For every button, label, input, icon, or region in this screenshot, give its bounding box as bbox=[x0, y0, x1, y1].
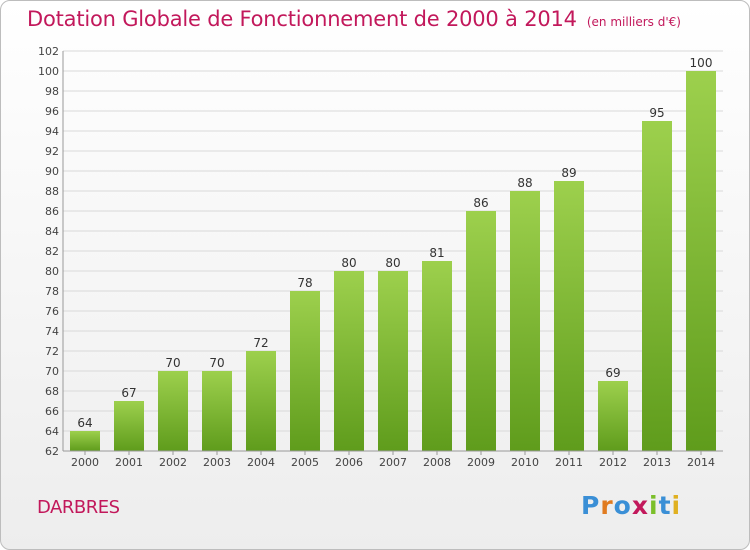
x-tick-label: 2005 bbox=[291, 456, 319, 469]
y-tick-label: 98 bbox=[45, 85, 59, 98]
bar-value-label: 95 bbox=[649, 106, 664, 120]
bar-value-label: 67 bbox=[121, 386, 136, 400]
x-tick-label: 2003 bbox=[203, 456, 231, 469]
y-tick-label: 74 bbox=[45, 325, 59, 338]
y-tick-label: 68 bbox=[45, 385, 59, 398]
bar bbox=[686, 71, 716, 451]
x-tick-label: 2012 bbox=[599, 456, 627, 469]
bar-value-label: 72 bbox=[253, 336, 268, 350]
town-name: DARBRES bbox=[37, 497, 120, 518]
x-tick-label: 2007 bbox=[379, 456, 407, 469]
bar bbox=[158, 371, 188, 451]
proxiti-logo: Proxiti bbox=[581, 491, 681, 520]
bar-value-label: 70 bbox=[209, 356, 224, 370]
chart-title-text: Dotation Globale de Fonctionnement de 20… bbox=[27, 7, 577, 31]
bar-value-label: 80 bbox=[385, 256, 400, 270]
logo-letter: x bbox=[631, 491, 649, 520]
y-tick-label: 92 bbox=[45, 145, 59, 158]
chart-title: Dotation Globale de Fonctionnement de 20… bbox=[27, 7, 681, 31]
logo-letter: t bbox=[658, 491, 672, 520]
y-tick-label: 96 bbox=[45, 105, 59, 118]
y-tick-label: 102 bbox=[38, 45, 59, 58]
bar bbox=[378, 271, 408, 451]
x-tick-label: 2013 bbox=[643, 456, 671, 469]
y-tick-label: 62 bbox=[45, 445, 59, 458]
bar bbox=[114, 401, 144, 451]
bar bbox=[554, 181, 584, 451]
y-tick-label: 70 bbox=[45, 365, 59, 378]
y-tick-label: 84 bbox=[45, 225, 59, 238]
chart-unit: (en milliers d'€) bbox=[586, 15, 681, 29]
bar-value-label: 100 bbox=[690, 56, 713, 70]
bar bbox=[290, 291, 320, 451]
y-tick-label: 64 bbox=[45, 425, 59, 438]
logo-letter: o bbox=[613, 491, 632, 520]
x-tick-label: 2011 bbox=[555, 456, 583, 469]
x-tick-label: 2000 bbox=[71, 456, 99, 469]
bar bbox=[70, 431, 100, 451]
bar-value-label: 80 bbox=[341, 256, 356, 270]
y-tick-label: 80 bbox=[45, 265, 59, 278]
y-tick-label: 94 bbox=[45, 125, 59, 138]
y-tick-label: 72 bbox=[45, 345, 59, 358]
y-tick-label: 88 bbox=[45, 185, 59, 198]
x-tick-label: 2014 bbox=[687, 456, 715, 469]
x-tick-label: 2002 bbox=[159, 456, 187, 469]
x-tick-label: 2010 bbox=[511, 456, 539, 469]
y-tick-label: 66 bbox=[45, 405, 59, 418]
y-tick-label: 100 bbox=[38, 65, 59, 78]
bar-value-label: 64 bbox=[77, 416, 92, 430]
logo-letter: r bbox=[600, 491, 614, 520]
bar-value-label: 88 bbox=[517, 176, 532, 190]
y-tick-label: 76 bbox=[45, 305, 59, 318]
bars: 64 67 70 70 72 78 80 80 81 86 88 89 69 95 100 bbox=[70, 56, 716, 451]
axes: 62 64 66 68 70 72 74 76 78 80 82 84 86 88 90 92 94 96 98 10… bbox=[38, 45, 723, 469]
bar-value-label: 78 bbox=[297, 276, 312, 290]
bar bbox=[510, 191, 540, 451]
y-tick-label: 86 bbox=[45, 205, 59, 218]
bar bbox=[642, 121, 672, 451]
logo-letter: P bbox=[581, 491, 601, 520]
bar bbox=[598, 381, 628, 451]
x-tick-label: 2004 bbox=[247, 456, 275, 469]
bar-value-label: 81 bbox=[429, 246, 444, 260]
y-tick-label: 90 bbox=[45, 165, 59, 178]
x-tick-label: 2001 bbox=[115, 456, 143, 469]
bar bbox=[246, 351, 276, 451]
bar bbox=[466, 211, 496, 451]
x-tick-label: 2009 bbox=[467, 456, 495, 469]
bar-value-label: 86 bbox=[473, 196, 488, 210]
bar-value-label: 69 bbox=[605, 366, 620, 380]
bar bbox=[334, 271, 364, 451]
bar-value-label: 89 bbox=[561, 166, 576, 180]
logo-letter: i bbox=[649, 491, 659, 520]
x-tick-label: 2008 bbox=[423, 456, 451, 469]
bar-value-label: 70 bbox=[165, 356, 180, 370]
y-tick-label: 78 bbox=[45, 285, 59, 298]
bar bbox=[422, 261, 452, 451]
x-tick-label: 2006 bbox=[335, 456, 363, 469]
y-tick-label: 82 bbox=[45, 245, 59, 258]
bar bbox=[202, 371, 232, 451]
logo-letter: i bbox=[671, 491, 682, 520]
